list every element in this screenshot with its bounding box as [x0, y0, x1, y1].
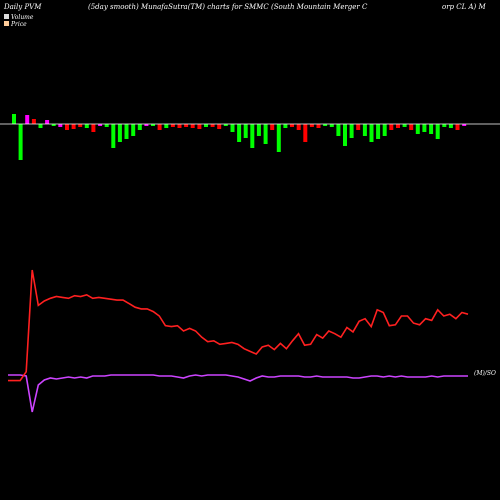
price-line: [8, 269, 469, 382]
volume-bar: [356, 124, 361, 130]
volume-bar: [382, 124, 387, 136]
volume-bar: [98, 124, 103, 126]
volume-bar: [45, 120, 50, 124]
volume-bar: [51, 124, 56, 126]
volume-bar: [78, 124, 83, 127]
volume-bar: [230, 124, 235, 132]
volume-bar: [38, 124, 43, 128]
volume-bar: [362, 124, 367, 136]
volume-bar: [263, 124, 268, 144]
volume-bar: [316, 124, 321, 128]
volume-bar: [369, 124, 374, 142]
header-company: (South Mountain Merger C: [271, 3, 368, 11]
volume-bar: [210, 124, 215, 127]
volume-bar: [329, 124, 334, 127]
volume-bar: [31, 119, 36, 124]
volume-bar: [462, 124, 467, 126]
volume-bars: [12, 114, 467, 160]
header-title: (5day smooth) MunafaSutra(TM) charts for…: [88, 3, 269, 11]
legend-volume-label: Volume: [11, 14, 34, 21]
volume-bar: [290, 124, 294, 127]
volume-bar: [144, 124, 149, 126]
volume-bar: [376, 124, 381, 139]
volume-bar: [429, 124, 434, 134]
legend-volume-swatch: [4, 14, 9, 19]
volume-bar: [283, 124, 288, 128]
volume-bar: [396, 124, 400, 128]
volume-bar: [65, 124, 69, 130]
volume-bar: [217, 124, 222, 129]
volume-bar: [170, 124, 175, 127]
volume-bar: [256, 124, 261, 136]
volume-bar: [442, 124, 447, 127]
volume-bar: [58, 124, 63, 127]
header-right: orp CL A) M: [442, 3, 487, 11]
volume-bar: [25, 115, 30, 124]
volume-bar: [177, 124, 182, 128]
volume-bar: [349, 124, 354, 138]
volume-bar: [270, 124, 275, 130]
volume-bar: [435, 124, 440, 139]
volume-bar: [402, 124, 407, 127]
volume-bar: [204, 124, 208, 127]
volume-bar: [323, 124, 328, 126]
volume-bar: [184, 124, 189, 127]
volume-bar: [12, 114, 16, 124]
volume-bar: [117, 124, 122, 142]
legend-price-swatch: [4, 21, 9, 26]
volume-bar: [250, 124, 255, 148]
volume-bar: [455, 124, 460, 130]
volume-bar: [276, 124, 281, 152]
volume-bar: [157, 124, 162, 130]
volume-bar: [409, 124, 414, 130]
volume-bar: [91, 124, 96, 132]
volume-bar: [18, 124, 23, 160]
volume-bar: [303, 124, 308, 142]
volume-bar: [71, 124, 76, 129]
volume-bar: [151, 124, 155, 126]
volume-bar: [164, 124, 169, 128]
volume-bar: [243, 124, 248, 138]
volume-bar: [296, 124, 301, 130]
header-left: Daily PVM: [3, 3, 42, 11]
volume-bar: [336, 124, 341, 136]
volume-bar: [223, 124, 228, 126]
volume-bar: [389, 124, 394, 130]
volume-bar: [131, 124, 136, 136]
volume-bar: [104, 124, 109, 127]
volume-bar: [415, 124, 420, 134]
price-label: (M)/SO: [474, 370, 496, 377]
volume-bar: [190, 124, 195, 128]
volume-bar: [124, 124, 129, 139]
volume-bar: [237, 124, 242, 142]
volume-bar: [84, 124, 89, 128]
volume-bar: [137, 124, 142, 130]
legend-price-label: Price: [10, 21, 27, 28]
volume-bar: [422, 124, 427, 132]
volume-bar: [309, 124, 314, 127]
volume-bar: [448, 124, 453, 128]
volume-bar: [343, 124, 347, 146]
volume-bar: [197, 124, 202, 129]
volume-bar: [111, 124, 116, 148]
average-line: [8, 374, 468, 413]
